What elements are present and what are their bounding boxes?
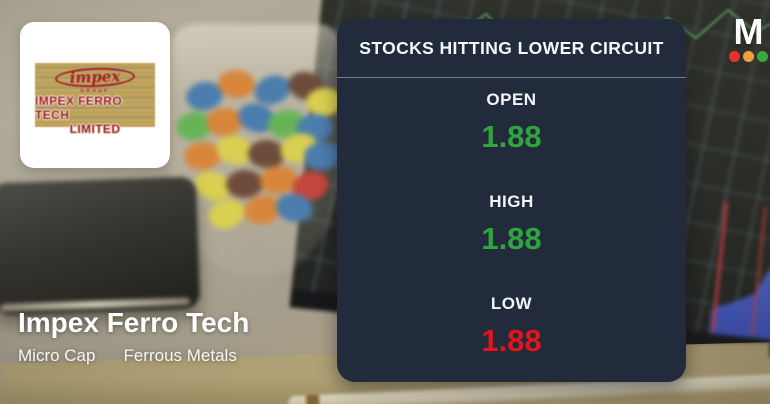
tag-sector: Ferrous Metals xyxy=(123,345,237,365)
stat-low-label: LOW xyxy=(490,294,533,313)
candy-jar-photo xyxy=(170,24,344,276)
company-logo-card: impex GROUP IMPEX FERRO TECH LIMITED xyxy=(20,22,170,168)
brand-dots xyxy=(728,50,768,62)
brand-dot-red xyxy=(728,50,740,62)
company-info: Impex Ferro Tech Micro Cap Ferrous Metal… xyxy=(18,307,250,366)
logo-line-2: LIMITED xyxy=(69,121,121,136)
stats-panel: STOCKS HITTING LOWER CIRCUIT OPEN 1.88 H… xyxy=(337,19,686,382)
stat-open: OPEN 1.88 xyxy=(337,90,686,152)
brand-dot-green xyxy=(756,50,768,62)
brand-dot-orange xyxy=(742,50,754,62)
company-name: Impex Ferro Tech xyxy=(18,307,250,338)
panel-divider xyxy=(337,77,686,78)
stat-high-value: 1.88 xyxy=(481,221,542,256)
company-tags: Micro Cap Ferrous Metals xyxy=(18,346,249,366)
stat-low: LOW 1.88 xyxy=(337,294,686,356)
stat-low-value: 1.88 xyxy=(481,323,542,358)
brand-m-letter: M xyxy=(733,11,764,52)
stat-open-label: OPEN xyxy=(486,90,537,109)
impex-logo: impex GROUP IMPEX FERRO TECH LIMITED xyxy=(35,63,155,135)
stat-open-value: 1.88 xyxy=(481,119,542,154)
panel-title: STOCKS HITTING LOWER CIRCUIT xyxy=(359,37,664,58)
stat-high: HIGH 1.88 xyxy=(337,192,686,254)
marketsmojo-logo: M xyxy=(727,11,769,62)
impex-group-text: GROUP xyxy=(80,88,110,93)
panel-body: OPEN 1.88 HIGH 1.88 LOW 1.88 xyxy=(337,78,686,382)
stat-high-label: HIGH xyxy=(489,192,534,211)
impex-oval-emblem: impex xyxy=(54,66,136,89)
tag-market-cap: Micro Cap xyxy=(18,345,96,365)
logo-line-1: IMPEX FERRO TECH xyxy=(35,94,123,122)
impex-script-text: impex xyxy=(69,67,121,87)
